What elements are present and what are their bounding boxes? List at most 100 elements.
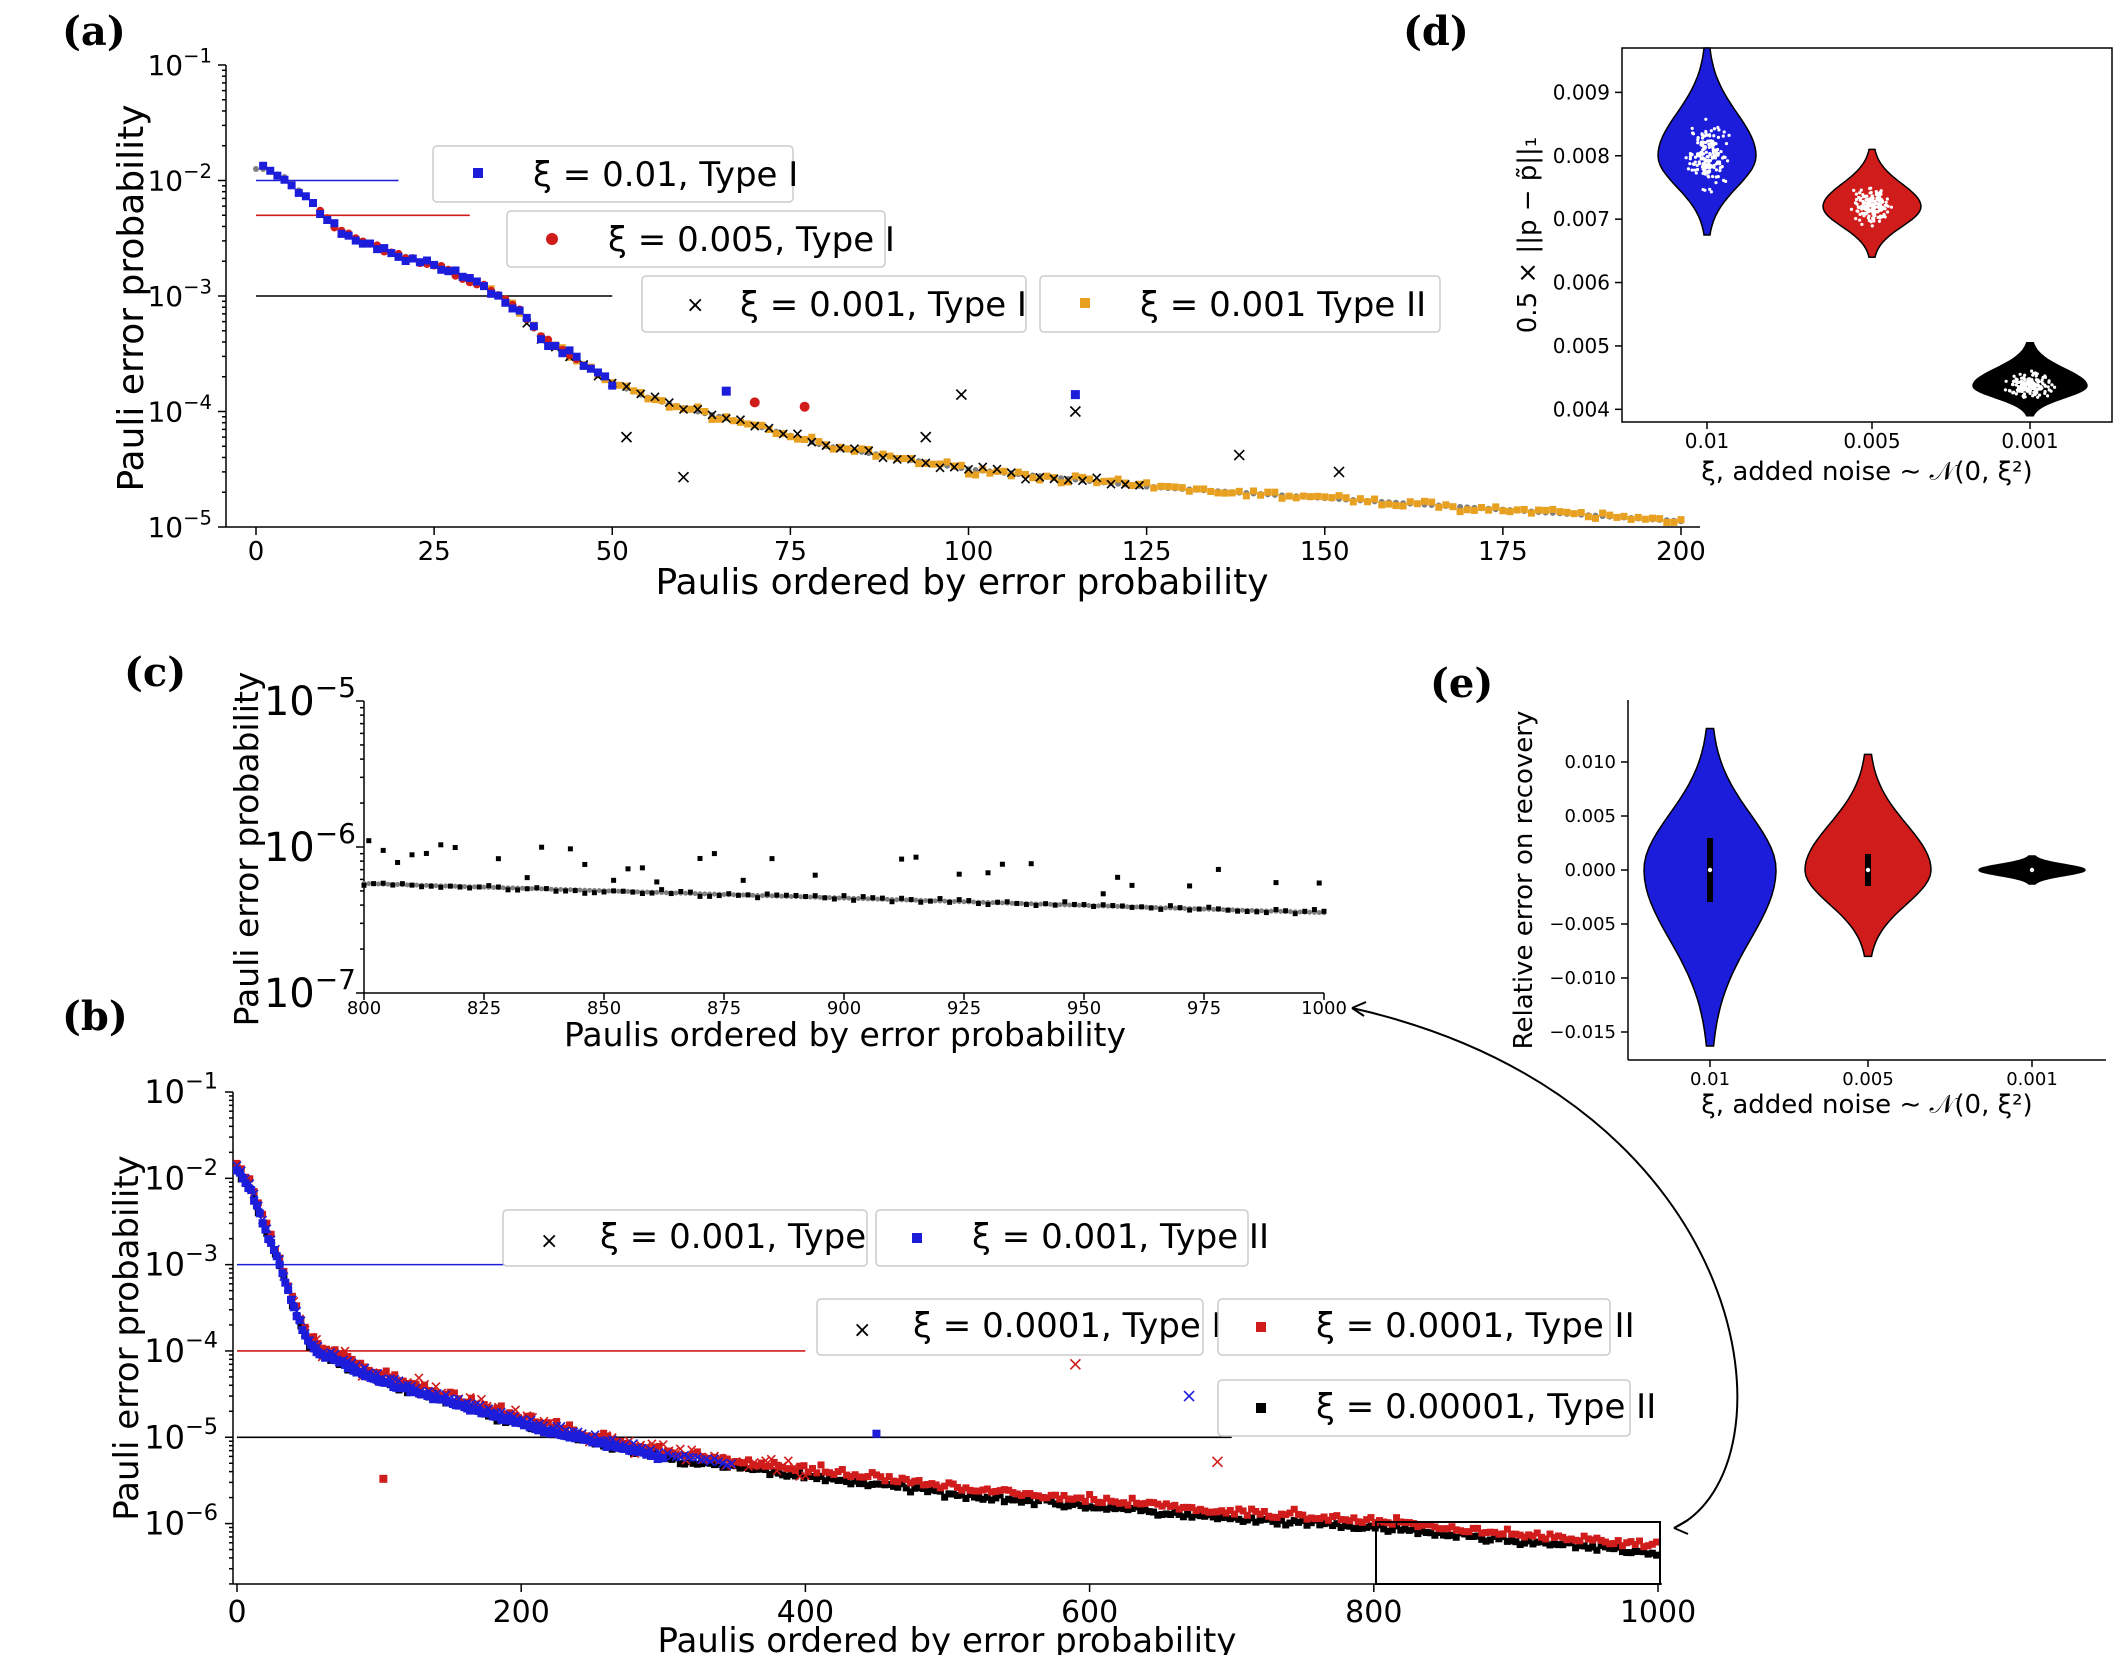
square-marker bbox=[1570, 510, 1578, 518]
dot-marker bbox=[1278, 908, 1284, 914]
zoom-box bbox=[1375, 1521, 1661, 1585]
square-marker bbox=[1047, 1497, 1055, 1505]
dot-marker bbox=[961, 899, 967, 905]
dot-marker bbox=[596, 888, 602, 894]
dot-marker bbox=[1879, 208, 1883, 212]
square-marker bbox=[1009, 1489, 1017, 1497]
dot-marker bbox=[1867, 203, 1872, 207]
dot-marker bbox=[894, 897, 900, 903]
square-marker bbox=[956, 871, 962, 877]
square-marker bbox=[1406, 498, 1414, 506]
square-marker bbox=[1086, 1503, 1094, 1511]
square-marker bbox=[451, 266, 460, 275]
cross-marker bbox=[698, 1454, 708, 1465]
square-marker bbox=[1597, 1542, 1605, 1550]
panel-d-frame bbox=[1621, 47, 2113, 423]
square-marker bbox=[586, 364, 595, 373]
square-marker bbox=[1060, 1503, 1068, 1511]
square-marker bbox=[1079, 473, 1086, 481]
dot-marker bbox=[2020, 389, 2024, 394]
x-tick-label: 200 bbox=[1656, 537, 1706, 567]
dot-marker bbox=[577, 887, 583, 893]
square-marker bbox=[1525, 1531, 1533, 1539]
square-marker bbox=[962, 1484, 970, 1492]
square-marker bbox=[693, 1460, 701, 1468]
square-marker bbox=[813, 1469, 821, 1477]
square-marker bbox=[843, 1471, 851, 1479]
dot-marker bbox=[1886, 204, 1890, 208]
square-marker bbox=[269, 1246, 278, 1255]
square-marker bbox=[1209, 1513, 1217, 1521]
square-marker bbox=[1542, 1535, 1550, 1543]
square-marker bbox=[1636, 1547, 1644, 1555]
square-marker bbox=[751, 421, 759, 429]
dot-marker bbox=[1860, 222, 1864, 227]
square-marker bbox=[428, 883, 434, 889]
square-marker bbox=[1380, 1525, 1388, 1533]
square-marker bbox=[366, 838, 372, 844]
square-marker bbox=[937, 896, 943, 902]
square-marker bbox=[1226, 1515, 1234, 1523]
square-marker bbox=[382, 1367, 390, 1375]
square-marker bbox=[762, 1462, 770, 1470]
square-marker bbox=[1120, 1505, 1128, 1513]
dot-marker bbox=[1714, 142, 1718, 146]
cross-marker bbox=[721, 413, 731, 424]
square-marker bbox=[1115, 1499, 1123, 1507]
square-marker bbox=[1175, 1505, 1183, 1513]
square-marker bbox=[1285, 492, 1293, 500]
square-marker bbox=[1028, 861, 1034, 867]
square-marker bbox=[1529, 1532, 1537, 1540]
square-marker bbox=[1397, 1526, 1405, 1534]
square-marker bbox=[1378, 501, 1386, 509]
y-tick-label: 0.008 bbox=[1553, 144, 1610, 168]
square-marker bbox=[309, 199, 317, 208]
square-marker bbox=[297, 1322, 305, 1330]
square-marker bbox=[289, 1303, 298, 1312]
square-marker bbox=[1213, 1508, 1221, 1516]
square-marker bbox=[537, 335, 545, 344]
square-marker bbox=[506, 1409, 514, 1417]
square-marker bbox=[1150, 484, 1158, 492]
square-marker bbox=[1486, 1528, 1494, 1536]
square-marker bbox=[941, 1493, 949, 1501]
square-marker bbox=[721, 386, 731, 396]
square-marker bbox=[834, 1476, 842, 1484]
dot-marker bbox=[1706, 139, 1710, 143]
x-tick-label: 125 bbox=[1122, 537, 1172, 567]
square-marker bbox=[365, 1366, 373, 1374]
square-marker bbox=[1273, 880, 1279, 886]
zoom-arrow-head bbox=[1673, 1519, 1689, 1535]
square-marker bbox=[886, 452, 894, 460]
square-marker bbox=[1093, 479, 1101, 487]
panel-c-plot-area bbox=[361, 838, 1327, 917]
y-tick-label: 0.004 bbox=[1553, 397, 1610, 421]
dot-marker bbox=[2033, 392, 2037, 397]
square-marker bbox=[1017, 1491, 1025, 1499]
square-marker bbox=[330, 219, 339, 228]
dot-marker bbox=[1870, 224, 1874, 228]
square-marker bbox=[1030, 1501, 1038, 1509]
square-marker bbox=[409, 882, 415, 888]
square-marker bbox=[480, 1401, 488, 1409]
square-marker bbox=[1444, 1532, 1452, 1540]
dot-marker bbox=[2047, 380, 2051, 384]
square-marker bbox=[1503, 1525, 1511, 1533]
square-marker bbox=[1273, 1514, 1281, 1522]
dot-marker bbox=[635, 889, 641, 895]
square-marker bbox=[1418, 1521, 1426, 1529]
dot-marker bbox=[1869, 190, 1873, 195]
square-marker bbox=[783, 1472, 791, 1480]
square-marker bbox=[1312, 1515, 1320, 1523]
square-marker bbox=[1215, 906, 1221, 912]
square-marker bbox=[1311, 907, 1317, 913]
square-marker bbox=[1154, 1511, 1162, 1519]
cross-marker bbox=[1134, 480, 1145, 490]
dot-marker bbox=[1704, 117, 1708, 121]
square-marker bbox=[1452, 1533, 1460, 1541]
square-marker bbox=[423, 850, 429, 856]
y-tick-label: −0.005 bbox=[1549, 914, 1616, 935]
square-marker bbox=[794, 435, 801, 443]
square-marker bbox=[1026, 1490, 1034, 1498]
dot-marker bbox=[1716, 175, 1720, 179]
